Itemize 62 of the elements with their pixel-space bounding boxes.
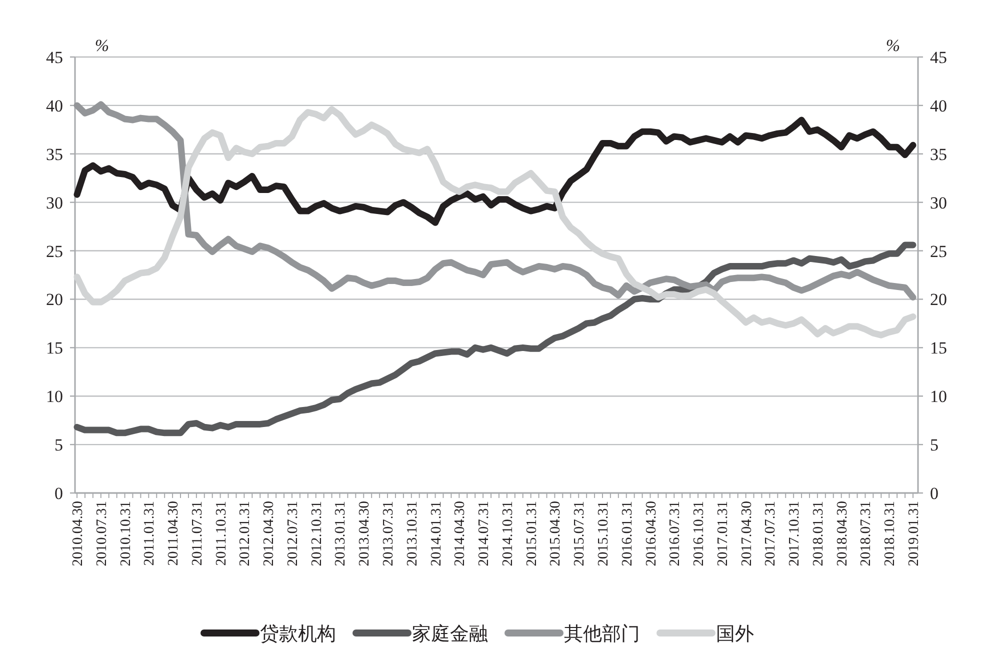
y2-tick-label: 20 [930,290,947,310]
x-tick-label: 2016.01.31 [619,501,636,566]
x-tick-label: 2014.04.30 [452,501,468,566]
x-tick-label: 2012.10.31 [308,501,325,566]
x-tick-label: 2015.04.30 [548,501,564,566]
x-tick-label: 2016.10.31 [691,501,708,566]
y2-tick-label: 30 [930,193,947,212]
y2-tick-label: 5 [930,436,938,455]
y-tick-label: 45 [46,48,63,67]
y2-tick-label: 0 [930,484,938,503]
x-tick-label: 2012.04.30 [261,501,278,566]
x-tick-label: 2011.04.30 [166,501,182,566]
x-tick-label: 2017.01.31 [714,501,731,566]
legend-label: 家庭金融 [412,623,488,645]
x-tick-label: 2011.10.31 [213,501,230,566]
x-tick-label: 2011.07.31 [189,501,206,566]
x-tick-label: 2015.01.31 [524,501,540,566]
y-tick-label: 40 [46,96,63,116]
x-tick-label: 2014.07.31 [476,501,492,566]
x-tick-label: 2011.01.31 [142,501,158,566]
y-tick-label: 10 [46,387,63,406]
y-axis-title: % [94,36,110,55]
x-tick-label: 2014.10.31 [500,501,516,566]
y-tick-label: 25 [46,242,63,261]
x-tick-label: 2017.07.31 [762,501,779,566]
x-tick-label: 2010.04.30 [70,501,86,566]
legend-label: 国外 [716,624,754,645]
y2-tick-label: 35 [930,144,947,164]
y2-tick-label: 15 [930,338,947,358]
x-tick-label: 2014.01.31 [428,501,444,566]
y2-tick-label: 45 [930,48,947,67]
x-tick-label: 2017.10.31 [786,501,803,566]
x-tick-label: 2015.07.31 [572,501,588,566]
x-tick-label: 2016.07.31 [667,501,684,566]
x-tick-label: 2018.10.31 [882,501,898,566]
y-tick-label: 5 [54,436,63,455]
x-tick-label: 2013.07.31 [380,501,397,566]
legend-label: 贷款机构 [260,624,336,645]
y2-tick-label: 40 [930,96,947,116]
y-tick-label: 30 [46,193,63,212]
y-tick-label: 0 [54,484,63,503]
y-tick-label: 15 [46,338,63,358]
x-tick-label: 2018.01.31 [810,501,826,566]
x-tick-label: 2013.01.31 [332,501,349,566]
x-tick-label: 2013.04.30 [356,501,373,566]
legend-label: 其他部门 [564,623,640,645]
y-tick-label: 35 [46,144,63,164]
x-tick-label: 2012.07.31 [284,501,301,566]
x-tick-label: 2012.01.31 [237,501,254,566]
x-tick-label: 2018.04.30 [834,501,850,566]
x-tick-label: 2019.01.31 [906,501,922,566]
x-tick-label: 2018.07.31 [858,501,874,566]
x-tick-label: 2010.10.31 [118,501,134,566]
x-tick-label: 2015.10.31 [595,501,612,566]
y2-tick-label: 10 [930,387,947,406]
x-tick-label: 2017.04.30 [738,501,755,566]
y-tick-label: 20 [46,290,63,310]
x-tick-label: 2013.10.31 [404,501,420,566]
y2-tick-label: 25 [930,242,947,261]
x-tick-label: 2010.07.31 [94,501,110,566]
x-tick-label: 2016.04.30 [643,501,660,566]
y2-axis-title: % [886,36,900,55]
